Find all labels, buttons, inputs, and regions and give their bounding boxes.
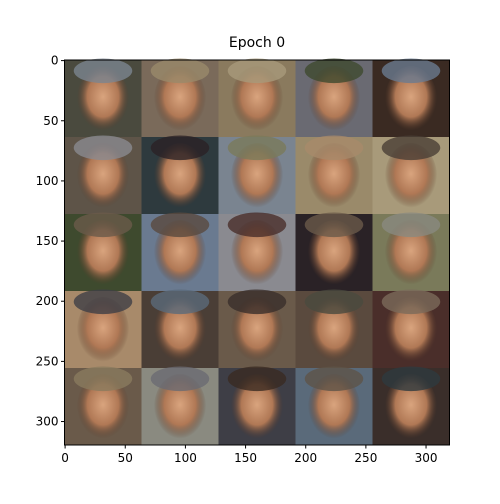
face [384,297,438,365]
face [307,143,361,211]
face [153,143,207,211]
hair [227,212,287,238]
hair [227,58,287,84]
x-tick-label: 150 [234,451,257,465]
chart-title: Epoch 0 [229,35,285,51]
hair [381,58,441,84]
y-tick-label: 50 [43,114,58,128]
x-tick-label: 50 [118,451,133,465]
y-tick-label: 300 [36,415,59,429]
hair [73,58,133,84]
face [230,220,284,288]
x-tick-label: 250 [354,451,377,465]
face [230,66,284,134]
hair [304,366,364,392]
hair [150,289,210,315]
hair [227,366,287,392]
hair [73,135,133,161]
hair [150,212,210,238]
hair [381,212,441,238]
face [153,297,207,365]
hair [73,366,133,392]
hair [73,212,133,238]
hair [73,289,133,315]
hair [150,135,210,161]
face [76,143,130,211]
y-tick-label: 0 [51,54,59,68]
x-tick-label: 200 [294,451,317,465]
face [153,220,207,288]
hair [227,135,287,161]
face [76,374,130,442]
face [76,297,130,365]
face [307,374,361,442]
face [153,374,207,442]
face [384,374,438,442]
face [307,66,361,134]
axes-frame [64,59,450,446]
face [153,66,207,134]
x-tick-label: 300 [415,451,438,465]
hair [304,135,364,161]
hair [304,212,364,238]
hair [381,289,441,315]
image [64,58,450,446]
y-tick-label: 100 [36,174,59,188]
hair [227,289,287,315]
face [76,220,130,288]
face [307,220,361,288]
hair [150,58,210,84]
y-tick-label: 250 [36,354,59,368]
y-tick-label: 150 [36,234,59,248]
y-tick-label: 200 [36,294,59,308]
x-tick-label: 0 [61,451,69,465]
face [307,297,361,365]
face [384,143,438,211]
hair [381,366,441,392]
face [76,66,130,134]
hair [381,135,441,161]
x-tick-label: 100 [174,451,197,465]
face [230,297,284,365]
face [384,220,438,288]
hair [150,366,210,392]
face [384,66,438,134]
hair [304,289,364,315]
hair [304,58,364,84]
face [230,143,284,211]
face [230,374,284,442]
